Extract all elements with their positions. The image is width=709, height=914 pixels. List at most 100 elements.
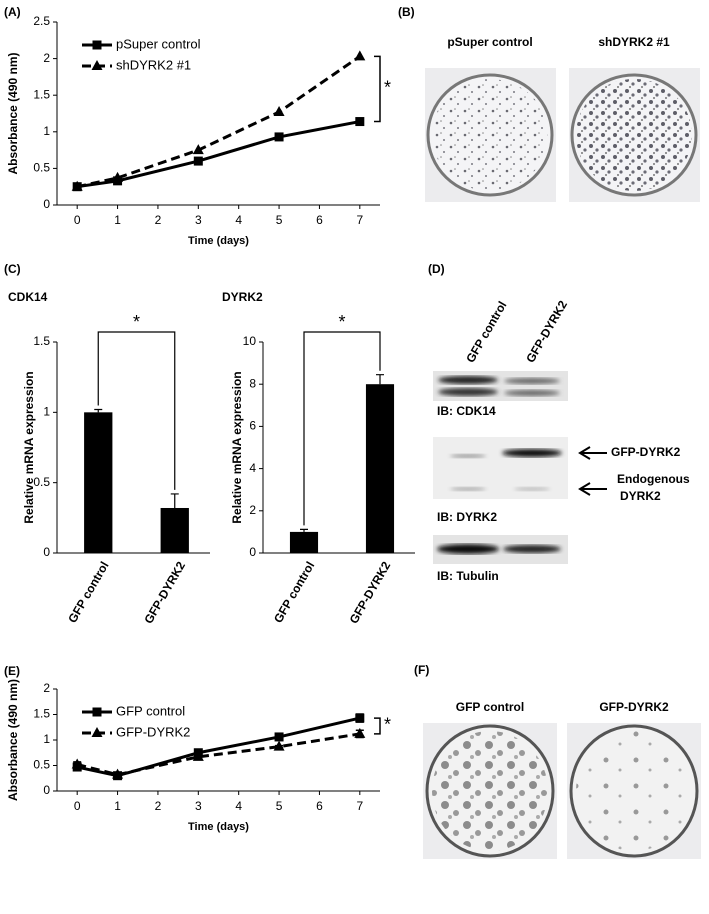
x-tick-label: 6 bbox=[316, 213, 323, 227]
marker bbox=[355, 117, 365, 127]
error-bar bbox=[170, 493, 179, 508]
bar bbox=[365, 384, 395, 553]
x-tick-label: 7 bbox=[356, 799, 363, 813]
chart-title: CDK14 bbox=[8, 290, 48, 304]
y-tick-label: 0 bbox=[43, 197, 50, 211]
legend-label: pSuper control bbox=[116, 36, 201, 51]
column-label: GFP control bbox=[456, 700, 524, 714]
marker bbox=[274, 732, 284, 742]
band bbox=[450, 487, 486, 491]
arrow bbox=[578, 482, 607, 496]
y-tick-label: 0 bbox=[249, 545, 256, 559]
y-tick-label: 1 bbox=[43, 124, 50, 138]
series-line bbox=[76, 732, 361, 777]
y-axis-label: Absorbance (490 nm) bbox=[6, 679, 20, 801]
y-tick-label: 1 bbox=[43, 405, 50, 419]
arrow-label: Endogenous bbox=[617, 472, 690, 486]
marker bbox=[71, 180, 83, 191]
marker bbox=[91, 60, 103, 70]
legend-label: GFP-DYRK2 bbox=[116, 724, 190, 739]
marker bbox=[92, 40, 102, 50]
chart-title: DYRK2 bbox=[222, 290, 263, 304]
panel-label: (A) bbox=[4, 5, 21, 19]
blot bbox=[433, 371, 568, 401]
annotation: * bbox=[384, 78, 391, 98]
panel-b: (B) pSuper control shDYRK2 #1 bbox=[398, 5, 700, 202]
y-axis-label: Relative mRNA expression bbox=[22, 371, 36, 523]
marker bbox=[193, 156, 203, 166]
band bbox=[504, 378, 560, 384]
x-axis-label: Time (days) bbox=[188, 235, 249, 247]
band bbox=[502, 449, 562, 457]
y-axis-label: Absorbance (490 nm) bbox=[6, 52, 20, 174]
legend-label: GFP control bbox=[116, 703, 185, 718]
x-tick-label: 3 bbox=[195, 213, 202, 227]
x-tick-label: 6 bbox=[316, 799, 323, 813]
bracket bbox=[374, 717, 381, 735]
x-tick-label: GFP control bbox=[65, 559, 111, 625]
y-tick-label: 10 bbox=[243, 334, 257, 348]
marker bbox=[71, 758, 83, 769]
x-tick-label: 5 bbox=[276, 799, 283, 813]
x-tick-label: GFP-DYRK2 bbox=[347, 559, 394, 626]
error-bar bbox=[94, 408, 103, 413]
x-tick-label: 1 bbox=[114, 213, 121, 227]
bar bbox=[84, 412, 113, 553]
band bbox=[450, 454, 486, 458]
band bbox=[437, 544, 499, 554]
y-tick-label: 1 bbox=[43, 732, 50, 746]
y-axis-label: Relative mRNA expression bbox=[230, 371, 244, 523]
y-tick-label: 2 bbox=[43, 681, 50, 695]
y-tick-label: 0.5 bbox=[33, 161, 50, 175]
arrow bbox=[578, 446, 607, 460]
y-tick-label: 1.5 bbox=[33, 87, 50, 101]
panel-label: (C) bbox=[4, 262, 21, 276]
annotation: * bbox=[338, 312, 345, 332]
arrow-label: DYRK2 bbox=[620, 489, 661, 503]
column-label: GFP control bbox=[463, 299, 509, 365]
bracket bbox=[374, 55, 381, 123]
annotation: * bbox=[384, 715, 391, 735]
x-tick-label: 4 bbox=[235, 213, 242, 227]
colonies bbox=[576, 731, 692, 851]
y-tick-label: 0 bbox=[43, 545, 50, 559]
panel-f: (F) GFP control GFP-DYRK2 bbox=[414, 663, 701, 859]
panel-label: (B) bbox=[398, 5, 415, 19]
y-tick-label: 2.5 bbox=[33, 14, 50, 28]
bar bbox=[160, 507, 189, 553]
x-axis-label: Time (days) bbox=[188, 821, 249, 833]
y-tick-label: 0.5 bbox=[33, 758, 50, 772]
y-tick-label: 6 bbox=[249, 419, 256, 433]
marker bbox=[91, 727, 103, 737]
x-tick-label: 4 bbox=[235, 799, 242, 813]
colonies bbox=[432, 731, 548, 851]
marker bbox=[112, 768, 124, 779]
marker bbox=[354, 50, 366, 61]
marker bbox=[192, 144, 204, 155]
marker bbox=[354, 727, 366, 738]
x-tick-label: GFP-DYRK2 bbox=[141, 559, 188, 626]
bar bbox=[289, 531, 319, 553]
legend-label: shDYRK2 #1 bbox=[116, 57, 191, 72]
x-tick-label: 7 bbox=[356, 213, 363, 227]
band bbox=[514, 487, 550, 491]
x-tick-label: 2 bbox=[155, 799, 162, 813]
blot-label: IB: DYRK2 bbox=[437, 510, 497, 524]
colonies bbox=[576, 79, 692, 191]
blot-label: IB: Tubulin bbox=[437, 569, 499, 583]
panel-label: (E) bbox=[4, 664, 20, 678]
series-line bbox=[76, 55, 361, 189]
panel-label: (D) bbox=[428, 262, 445, 276]
x-tick-label: 3 bbox=[195, 799, 202, 813]
error-bar bbox=[376, 374, 384, 385]
column-label: GFP-DYRK2 bbox=[523, 298, 570, 365]
marker bbox=[355, 713, 365, 723]
panel-label: (F) bbox=[414, 663, 429, 677]
arrow-label: GFP-DYRK2 bbox=[611, 445, 681, 459]
marker bbox=[192, 750, 204, 761]
x-tick-label: 0 bbox=[74, 213, 81, 227]
band bbox=[438, 388, 498, 396]
column-label: GFP-DYRK2 bbox=[599, 700, 669, 714]
marker bbox=[92, 707, 102, 717]
